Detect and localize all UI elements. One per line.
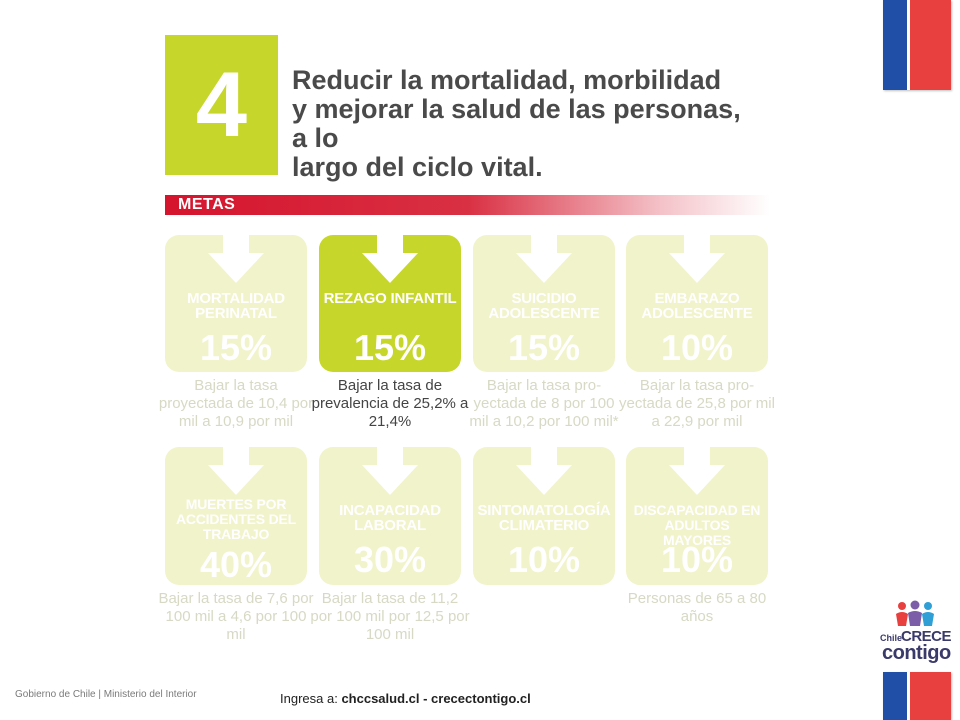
footer-link-text[interactable]: chccsalud.cl - crecectontigo.cl [341, 691, 531, 706]
card-percent: 10% [660, 539, 734, 580]
arrow-down-icon [362, 235, 418, 283]
page-title: Reducir la mortalidad, morbilidad y mejo… [292, 65, 741, 182]
footer-prefix: Ingresa a: [280, 691, 342, 706]
card-percent: 15% [507, 327, 581, 368]
chile-crece-contigo-logo: Chile CRECE contigo [880, 600, 952, 664]
arrow-down-icon [669, 447, 725, 495]
card-name: DISCAPACIDAD EN ADULTOS MAYORES [633, 502, 761, 548]
logo-chile-text: Chile [880, 633, 903, 643]
card-name: SINTOMATOLOGÍA CLIMATERIO [477, 502, 611, 534]
card-sintomatologia-climaterio: SINTOMATOLOGÍA CLIMATERIO 10% [473, 447, 615, 585]
card-rezago-infantil: REZAGO INFANTIL 15% [319, 235, 461, 372]
metas-label: METAS [178, 196, 236, 213]
card-name: EMBARAZO ADOLESCENTE [641, 290, 753, 322]
card-percent: 40% [199, 544, 273, 585]
card-percent: 15% [199, 327, 273, 368]
footer-government-text: Gobierno de Chile | Ministerio del Inter… [15, 689, 197, 700]
logo-crece-text: CRECE [901, 628, 952, 645]
card-discapacidad-adultos-mayores: DISCAPACIDAD EN ADULTOS MAYORES 10% [626, 447, 768, 585]
card-description: Bajar la tasa de 11,2 por 100 mil por 12… [310, 590, 470, 643]
card-name: MORTALIDAD PERINATAL [187, 290, 285, 322]
arrow-down-icon [208, 447, 264, 495]
card-description: Bajar la tasa proyectada de 10,4 por mil… [158, 377, 314, 430]
arrow-down-icon [362, 447, 418, 495]
card-percent: 15% [353, 327, 427, 368]
arrow-down-icon [516, 447, 572, 495]
card-mortalidad-perinatal: MORTALIDAD PERINATAL 15% [165, 235, 307, 372]
chile-flag-top [883, 0, 951, 90]
chile-flag-bottom [883, 672, 951, 720]
arrow-down-icon [516, 235, 572, 283]
section-number: 4 [165, 35, 278, 175]
people-icon [896, 600, 934, 626]
card-name: INCAPACIDAD LABORAL [339, 502, 441, 534]
card-name: REZAGO INFANTIL [323, 290, 457, 307]
metas-bar [165, 195, 770, 215]
card-name: SUICIDIO ADOLESCENTE [488, 290, 600, 322]
card-name: MUERTES POR ACCIDENTES DEL TRABAJO [175, 496, 297, 542]
arrow-down-icon [208, 235, 264, 283]
card-incapacidad-laboral: INCAPACIDAD LABORAL 30% [319, 447, 461, 585]
card-embarazo-adolescente: EMBARAZO ADOLESCENTE 10% [626, 235, 768, 372]
card-description: Bajar la tasa de prevalencia de 25,2% a … [311, 377, 469, 430]
card-percent: 30% [353, 539, 427, 580]
card-description: Personas de 65 a 80 años [627, 590, 767, 625]
footer-links: Ingresa a: chccsalud.cl - crecectontigo.… [280, 691, 531, 706]
card-description: Bajar la tasa pro-yectada de 8 por 100 m… [469, 377, 619, 430]
card-description: Bajar la tasa de 7,6 por 100 mil a 4,6 p… [158, 590, 314, 643]
card-suicidio-adolescente: SUICIDIO ADOLESCENTE 15% [473, 235, 615, 372]
card-description: Bajar la tasa pro-yectada de 25,8 por mi… [619, 377, 775, 430]
card-percent: 10% [507, 539, 581, 580]
card-percent: 10% [660, 327, 734, 368]
arrow-down-icon [669, 235, 725, 283]
logo-contigo-text: contigo [882, 642, 951, 664]
card-muertes-accidentes: MUERTES POR ACCIDENTES DEL TRABAJO 40% [165, 447, 307, 585]
